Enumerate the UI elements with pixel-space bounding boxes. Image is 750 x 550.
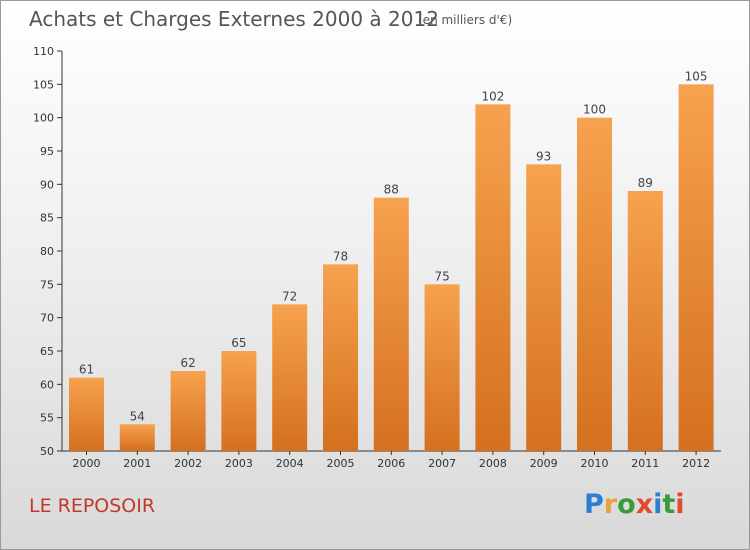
bar-2010 [577, 117, 612, 452]
logo-letter: x [635, 489, 654, 520]
logo-letter: i [653, 489, 663, 520]
x-tick-label: 2009 [530, 457, 558, 470]
proxiti-logo: Proxiti [584, 489, 685, 520]
chart-unit: (en milliers d'€) [418, 13, 513, 27]
x-tick-label: 2002 [174, 457, 202, 470]
y-tick-label: 90 [40, 178, 54, 191]
data-label-2010: 100 [583, 103, 606, 117]
y-axis: 50 55 60 65 70 75 80 85 90 95 100 105 110 [33, 45, 63, 458]
x-tick-label: 2005 [327, 457, 355, 470]
bars [69, 84, 714, 452]
bar-2003 [221, 351, 257, 451]
y-tick-label: 110 [33, 45, 54, 58]
y-tick-label: 80 [40, 245, 54, 258]
data-label-2002: 62 [180, 356, 195, 370]
y-tick-label: 65 [40, 345, 54, 358]
logo-letter: i [675, 489, 685, 520]
bar-2004 [272, 304, 308, 451]
x-tick-label: 2001 [123, 457, 151, 470]
y-tick-label: 70 [40, 312, 54, 325]
data-label-2005: 78 [333, 249, 348, 263]
x-tick-label: 2006 [377, 457, 405, 470]
x-tick-label: 2000 [73, 457, 101, 470]
data-label-2001: 54 [130, 409, 145, 423]
logo-letter: P [584, 489, 604, 520]
data-label-2011: 89 [638, 176, 653, 190]
x-tick-label: 2004 [276, 457, 304, 470]
data-label-2000: 61 [79, 363, 94, 377]
bar-2005 [323, 264, 358, 451]
logo-letter: t [662, 489, 676, 520]
data-label-2003: 65 [231, 336, 246, 350]
y-tick-label: 75 [40, 278, 54, 291]
x-axis: 2000 2001 2002 2003 2004 2005 2006 2007 2008 2009… [62, 450, 721, 470]
bar-2000 [69, 377, 104, 451]
data-label-2008: 102 [481, 89, 504, 103]
bar-2002 [170, 371, 206, 451]
x-tick-label: 2007 [428, 457, 456, 470]
y-tick-label: 55 [40, 412, 54, 425]
bar-2001 [119, 424, 155, 451]
x-tick-label: 2010 [581, 457, 609, 470]
commune-name: LE REPOSOIR [29, 495, 156, 517]
y-tick-label: 100 [33, 112, 54, 125]
data-label-2006: 88 [384, 183, 399, 197]
bar-2012 [678, 84, 714, 451]
data-label-2007: 75 [434, 269, 449, 283]
data-label-2012: 105 [685, 69, 708, 83]
y-tick-label: 60 [40, 378, 54, 391]
logo-letter: r [603, 489, 618, 520]
chart-title: Achats et Charges Externes 2000 à 2012 [29, 7, 439, 31]
logo-letter: o [617, 489, 636, 520]
y-tick-label: 105 [33, 78, 54, 91]
bar-2006 [373, 197, 409, 451]
bar-2008 [475, 104, 511, 451]
data-label-2004: 72 [282, 289, 297, 303]
bar-2011 [627, 191, 663, 451]
bar-2007 [424, 284, 460, 451]
data-labels: 61 54 62 65 72 78 88 75 102 93 100 89 105 [79, 69, 708, 423]
y-tick-label: 50 [40, 445, 54, 458]
y-tick-label: 95 [40, 145, 54, 158]
x-tick-label: 2008 [479, 457, 507, 470]
bar-2009 [526, 164, 562, 452]
data-label-2009: 93 [536, 149, 551, 163]
x-tick-label: 2011 [631, 457, 659, 470]
x-tick-label: 2003 [225, 457, 253, 470]
y-tick-label: 85 [40, 212, 54, 225]
x-tick-label: 2012 [682, 457, 710, 470]
